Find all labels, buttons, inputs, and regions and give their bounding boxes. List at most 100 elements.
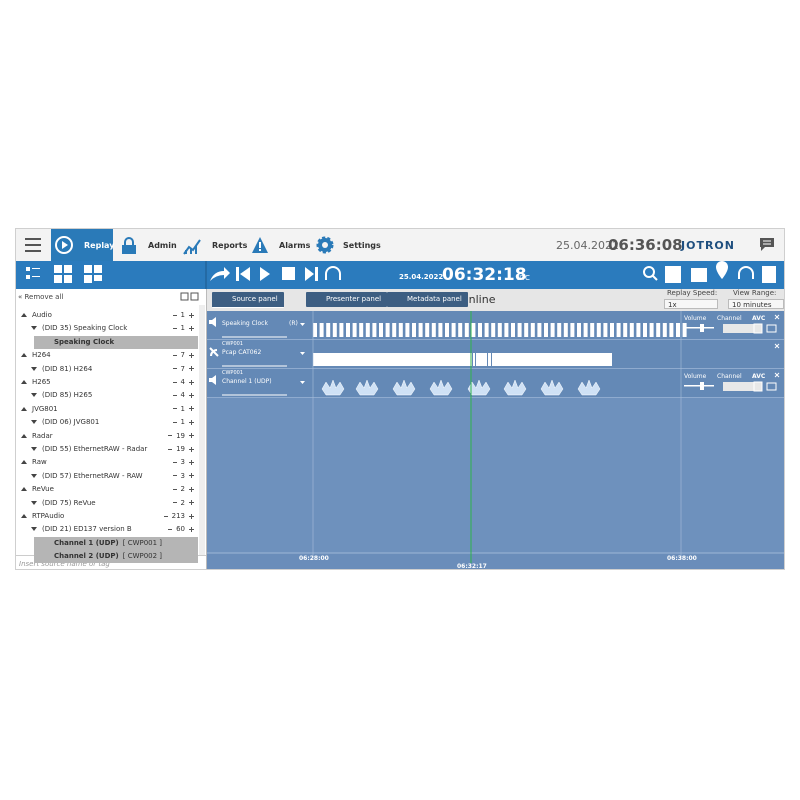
audio-segment [662, 323, 667, 337]
call-marker [503, 379, 527, 396]
count: 19 [176, 445, 185, 453]
count: 1 [180, 311, 185, 319]
volume-slider [684, 385, 714, 387]
count: 1 [180, 404, 185, 413]
volume-slider [684, 327, 714, 329]
count: 213 [171, 512, 185, 520]
tree-row[interactable]: (DID 81) H264 7 [16, 363, 198, 376]
nav-item[interactable]: Replay [84, 241, 115, 250]
tree-count: 60 [168, 523, 194, 536]
tree-count: 2 [172, 497, 194, 510]
audio-segment [431, 323, 436, 337]
menu-icon[interactable] [24, 237, 42, 253]
tree-count: 7 [172, 349, 194, 362]
range-select[interactable]: 10 minutes [728, 299, 784, 309]
close-icon [774, 372, 780, 378]
audio-segment [517, 323, 522, 337]
audio-segment [524, 323, 529, 337]
audio-segment [497, 323, 502, 337]
reports-icon [183, 239, 201, 255]
scrollbar[interactable] [199, 305, 205, 555]
data-gap [487, 353, 488, 366]
chat-icon[interactable] [759, 237, 775, 252]
tree-row[interactable]: Raw 3 [16, 456, 198, 469]
tree-row[interactable]: (DID 85) H265 4 [16, 389, 198, 402]
tree-row[interactable]: (DID 35) Speaking Clock 1 [16, 322, 198, 335]
audio-segment [643, 323, 647, 337]
tree-row[interactable]: Speaking Clock [34, 335, 198, 349]
tree-row[interactable]: Radar 19 [16, 430, 198, 443]
call-marker [540, 379, 564, 396]
alarms-icon [252, 237, 268, 253]
audio-segment [550, 323, 555, 337]
nav-item[interactable]: Admin [148, 241, 177, 250]
avc-icon [766, 324, 777, 333]
speed-select[interactable]: 1x [664, 299, 718, 309]
time-zone: UTC [516, 274, 530, 282]
remove-all[interactable]: « Remove all [18, 293, 64, 301]
nav-item[interactable]: Reports [212, 241, 248, 250]
tree-row[interactable]: ReVue 2 [16, 483, 198, 496]
tree-row[interactable]: (DID 06) JVG801 1 [16, 416, 198, 429]
replay-icon [55, 236, 73, 254]
tree-label: (DID 81) H264 [42, 364, 93, 373]
count: 1 [180, 324, 185, 333]
tree-row[interactable]: H265 4 [16, 376, 198, 389]
tree-row[interactable]: (DID 57) EthernetRAW - RAW 3 [16, 470, 198, 483]
dropdown-arrow [300, 352, 305, 355]
tree-label: (DID 21) ED137 version B [42, 525, 132, 534]
audio-segment [425, 323, 430, 337]
tree-row[interactable]: RTPAudio 213 [16, 510, 198, 523]
call-marker [577, 379, 601, 396]
timeline-area: Speaking Clock (R) Volume Channel AVC CWP001 P… [207, 311, 784, 570]
panel-tab[interactable]: Presenter panel [306, 292, 388, 307]
tree-row[interactable]: H264 7 [16, 349, 198, 362]
tree-count: 19 [168, 443, 194, 456]
count: 3 [180, 471, 185, 480]
tree-row[interactable]: JVG801 1 [16, 403, 198, 416]
panel-tab[interactable]: Source panel [212, 292, 284, 308]
settings-icon [316, 236, 334, 254]
panel-tab[interactable]: Metadata panel [387, 292, 468, 307]
tree-label: (DID 35) Speaking Clock [42, 324, 128, 333]
channel-select [723, 324, 762, 333]
dropdown-arrow [300, 323, 305, 326]
cursor-time: 06:32:17 [457, 563, 487, 570]
channel-select [723, 382, 762, 391]
audio-segment [392, 323, 397, 337]
track-tag: CWP001 [222, 341, 243, 347]
tree-label: JVG801 [32, 404, 58, 413]
tree-count: 4 [172, 376, 194, 389]
tree-label: (DID 55) EthernetRAW - Radar [42, 445, 148, 453]
time-label: 06:28:00 [299, 555, 329, 562]
current-time: 06:36:08 [608, 236, 683, 254]
audio-segment [471, 323, 476, 337]
nav-item[interactable]: Alarms [279, 241, 311, 250]
tree-row[interactable]: Audio 1 [16, 309, 198, 322]
data-gap [472, 353, 473, 366]
audio-segment [656, 323, 661, 337]
audio-segment [372, 323, 377, 337]
tree-row[interactable]: (DID 55) EthernetRAW - Radar 19 [16, 443, 198, 456]
audio-segment [570, 323, 575, 337]
replay-app: Replay Admin Reports Alarms Settings 25.… [15, 228, 785, 570]
active-tab[interactable] [51, 229, 113, 261]
nav-item[interactable]: Settings [343, 241, 381, 250]
tree-count: 3 [172, 456, 194, 469]
time-label: 06:38:00 [667, 555, 697, 562]
volume-label: Volume [684, 373, 707, 380]
tree-label: H264 [32, 351, 51, 360]
tree-row[interactable]: (DID 21) ED137 version B 60 [16, 523, 198, 536]
audio-segment [491, 323, 496, 337]
tree-row[interactable]: Channel 2 (UDP)[ CWP002 ] [34, 550, 198, 564]
track-label: Channel 1 (UDP) [222, 378, 272, 385]
tree-count: 1 [172, 309, 194, 322]
audio-segment [563, 323, 568, 337]
close-icon [774, 314, 780, 320]
tree-row[interactable]: Channel 1 (UDP)[ CWP001 ] [34, 536, 198, 550]
count: 3 [180, 458, 185, 467]
data-gap [491, 353, 492, 366]
tree-count: 19 [168, 430, 194, 443]
tree-label: Radar [32, 431, 53, 440]
tree-row[interactable]: (DID 75) ReVue 2 [16, 497, 198, 510]
